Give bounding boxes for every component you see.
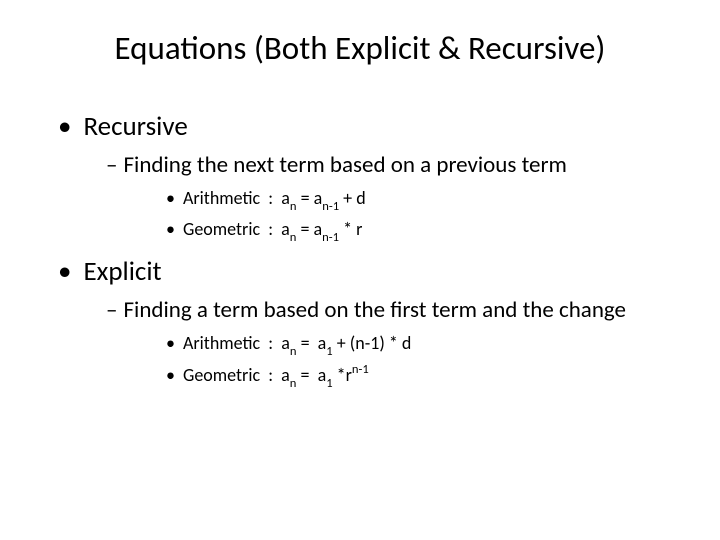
explicit-geometric: •Geometric : an = a1 *rn-1 xyxy=(166,362,682,391)
formula-label: Arithmetic xyxy=(183,332,260,354)
section-heading: Recursive xyxy=(83,110,187,143)
formula-label: Geometric xyxy=(183,218,260,240)
section-recursive: • Recursive xyxy=(58,110,682,143)
section-heading: Explicit xyxy=(83,255,161,288)
bullet-icon: • xyxy=(166,218,175,240)
formula-label: Arithmetic xyxy=(183,187,260,209)
formula-label: Geometric xyxy=(183,364,260,386)
explicit-arithmetic: •Arithmetic : an = a1 + (n-1) * d xyxy=(166,331,682,359)
section-explicit: • Explicit xyxy=(58,255,682,288)
dash-icon: – xyxy=(106,296,117,324)
bullet-icon: • xyxy=(166,187,175,209)
description-text: Finding the next term based on a previou… xyxy=(123,151,566,179)
bullet-icon: • xyxy=(58,255,71,288)
explicit-description: –Finding a term based on the first term … xyxy=(106,296,682,325)
slide-title: Equations (Both Explicit & Recursive) xyxy=(38,28,682,68)
bullet-icon: • xyxy=(58,110,71,143)
recursive-geometric: •Geometric : an = an-1 * r xyxy=(166,217,682,245)
description-text: Finding a term based on the first term a… xyxy=(123,296,626,324)
recursive-arithmetic: •Arithmetic : an = an-1 + d xyxy=(166,186,682,214)
bullet-icon: • xyxy=(166,364,175,386)
recursive-description: –Finding the next term based on a previo… xyxy=(106,151,682,180)
bullet-icon: • xyxy=(166,332,175,354)
dash-icon: – xyxy=(106,151,117,179)
